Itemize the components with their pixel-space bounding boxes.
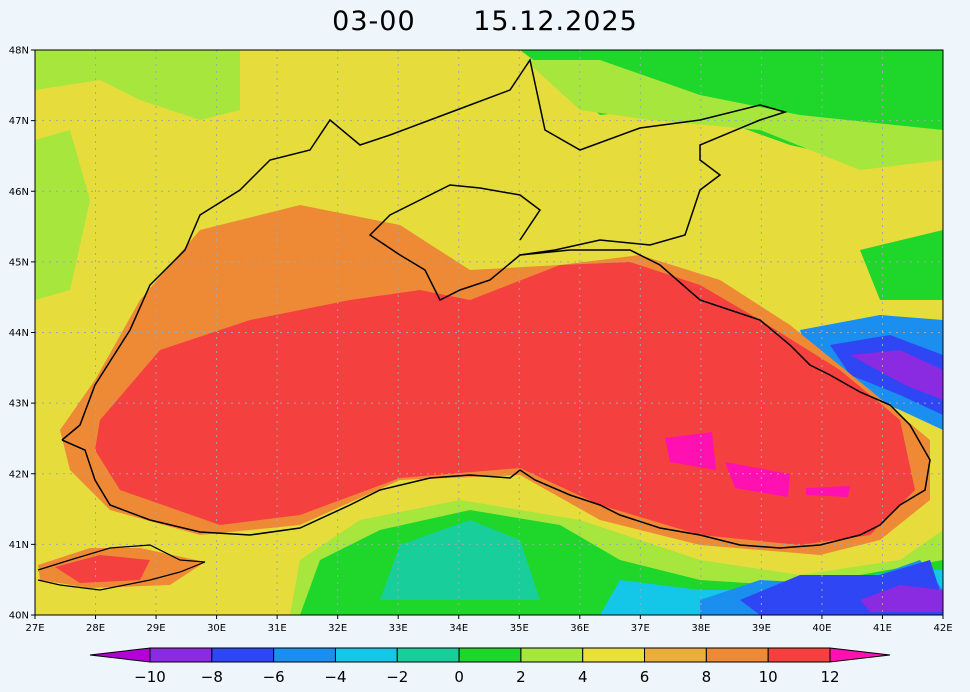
colorbar-segment [705, 647, 769, 663]
lon-tick-label: 32E [328, 623, 347, 634]
colorbar-segment [582, 647, 646, 663]
lat-tick-label: 46N [9, 187, 29, 198]
longitude-axis: 27E 28E 29E 30E 31E 32E 33E 34E 35E 36E 37E 38E 39E 4… [25, 615, 953, 634]
lon-tick-label: 40E [812, 623, 831, 634]
colorbar-label: −4 [324, 668, 346, 686]
colorbar-label: 8 [702, 668, 712, 686]
lon-tick-label: 28E [86, 623, 105, 634]
colorbar-label: 6 [640, 668, 650, 686]
lat-tick-label: 47N [9, 116, 29, 127]
colorbar-low-end [89, 647, 151, 663]
colorbar-segment [211, 647, 275, 663]
lon-tick-label: 27E [25, 623, 44, 634]
lon-tick-label: 31E [268, 623, 287, 634]
forecast-date: 15.12.2025 [473, 6, 638, 37]
colorbar-segment [767, 647, 831, 663]
colorbar-label: 4 [578, 668, 588, 686]
lat-tick-label: 42N [9, 469, 29, 480]
colorbar-label: 12 [820, 668, 839, 686]
colorbar-label: −8 [201, 668, 223, 686]
lat-tick-label: 40N [9, 611, 29, 622]
lat-tick-label: 45N [9, 257, 29, 268]
temperature-field [35, 50, 943, 615]
colorbar-segment [644, 647, 707, 663]
lat-tick-label: 43N [9, 399, 29, 410]
colorbar-segment [458, 647, 522, 663]
lon-tick-label: 29E [147, 623, 166, 634]
colorbar-label: 2 [516, 668, 526, 686]
lon-tick-label: 36E [570, 623, 589, 634]
colorbar-segment [520, 647, 584, 663]
colorbar-label: −6 [263, 668, 285, 686]
colorbar-label: −2 [386, 668, 408, 686]
lon-tick-label: 35E [510, 623, 529, 634]
lon-tick-label: 30E [207, 623, 226, 634]
latitude-axis: 48N 47N 46N 45N 44N 43N 42N 41N 40N [9, 46, 35, 622]
colorbar-segment [149, 647, 213, 663]
lon-tick-label: 39E [752, 623, 771, 634]
lon-tick-label: 38E [691, 623, 710, 634]
map-title: 03-00 15.12.2025 [0, 6, 970, 37]
lon-tick-label: 42E [933, 623, 952, 634]
lon-tick-label: 41E [873, 623, 892, 634]
colorbar: −10 −8 −6 −4 −2 0 2 4 6 8 10 12 [89, 647, 891, 686]
lon-tick-label: 33E [389, 623, 408, 634]
colorbar-label: −10 [134, 668, 166, 686]
lat-tick-label: 44N [9, 328, 29, 339]
lat-tick-label: 41N [9, 540, 29, 551]
colorbar-high-end [829, 647, 891, 663]
lon-tick-label: 37E [631, 623, 650, 634]
lat-tick-label: 48N [9, 46, 29, 57]
lon-tick-label: 34E [449, 623, 468, 634]
colorbar-segment [396, 647, 460, 663]
colorbar-label: 10 [759, 668, 778, 686]
colorbar-segment [334, 647, 398, 663]
colorbar-label: 0 [454, 668, 464, 686]
forecast-time: 03-00 [332, 6, 416, 37]
colorbar-segment [273, 647, 336, 663]
